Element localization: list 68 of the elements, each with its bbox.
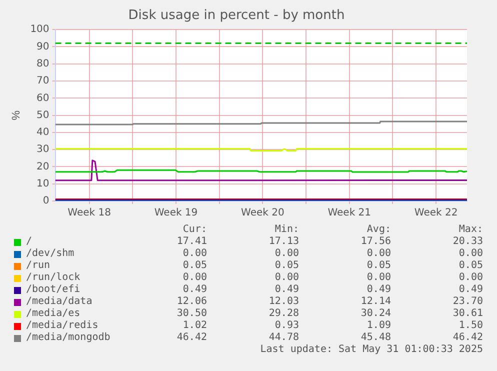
- text: 0.00: [458, 272, 483, 284]
- legend-label: /media/mongodb: [26, 332, 110, 344]
- text: Avg:: [366, 224, 391, 236]
- text: 0.49: [274, 284, 299, 296]
- text: 0.00: [458, 248, 483, 260]
- chart-title: Disk usage in percent - by month: [128, 8, 345, 24]
- text: 0.00: [366, 272, 391, 284]
- text: 30.50: [176, 308, 207, 320]
- y-tick-label: 30: [36, 144, 50, 156]
- text: 46.42: [452, 332, 483, 344]
- y-tick-label: 0: [42, 196, 50, 207]
- text: 0.00: [182, 272, 207, 284]
- x-tick-label: Week 22: [414, 208, 458, 219]
- legend-label: /: [26, 236, 32, 248]
- text: 17.41: [176, 236, 207, 248]
- text: 23.70: [452, 296, 483, 308]
- y-tick-label: 90: [36, 41, 50, 52]
- text: 30.24: [360, 308, 391, 320]
- text: 29.28: [268, 308, 299, 320]
- legend-label: /run: [26, 260, 50, 272]
- y-tick-label: 50: [36, 110, 50, 121]
- text: 12.14: [360, 296, 391, 308]
- y-tick-label: 20: [36, 161, 50, 172]
- x-tick-label: Week 20: [241, 208, 284, 219]
- text: 0.00: [182, 248, 207, 260]
- legend-label: /media/redis: [26, 320, 98, 332]
- x-tick-label: Week 19: [154, 208, 198, 219]
- y-tick-label: 70: [36, 76, 50, 87]
- legend-label: /boot/efi: [26, 284, 80, 296]
- y-tick-label: 100: [30, 24, 50, 36]
- text: 0.00: [274, 248, 299, 260]
- y-tick-label: 60: [36, 92, 50, 104]
- text: Max:: [458, 224, 483, 236]
- text: 0.49: [366, 284, 391, 296]
- text: 44.78: [268, 332, 299, 344]
- text: 1.50: [458, 320, 483, 332]
- text: 12.06: [176, 296, 207, 308]
- y-axis-title: %: [10, 110, 23, 120]
- text: 0.05: [458, 260, 483, 272]
- x-tick-label: Week 21: [328, 208, 372, 219]
- text: 0.49: [182, 284, 207, 296]
- y-tick-label: 80: [36, 58, 50, 70]
- text: 1.02: [182, 320, 207, 332]
- text: 46.42: [176, 332, 207, 344]
- text: 45.48: [360, 332, 391, 344]
- x-tick-label: Week 18: [68, 208, 111, 219]
- y-tick-label: 10: [36, 178, 50, 190]
- text: 0.00: [366, 248, 391, 260]
- text: 20.33: [452, 236, 483, 248]
- legend-label: /dev/shm: [26, 248, 74, 260]
- y-tick-label: 40: [36, 127, 50, 138]
- text: 17.56: [360, 236, 391, 248]
- legend-label: /media/data: [26, 296, 92, 308]
- text: 0.05: [274, 260, 299, 272]
- text: Cur:: [182, 224, 207, 236]
- text: 12.03: [268, 296, 299, 308]
- text: Min:: [274, 224, 299, 236]
- text: 0.00: [274, 272, 299, 284]
- text: 0.49: [458, 284, 483, 296]
- text: 30.61: [452, 308, 483, 320]
- text: 0.05: [182, 260, 207, 272]
- text: 0.93: [274, 320, 299, 332]
- legend-label: /media/es: [26, 308, 80, 320]
- text: 0.05: [366, 260, 391, 272]
- text: 17.13: [268, 236, 299, 248]
- text: 1.09: [366, 320, 391, 332]
- legend-label: /run/lock: [26, 272, 80, 284]
- text: Last update: Sat May 31 01:00:33 2025: [260, 344, 483, 356]
